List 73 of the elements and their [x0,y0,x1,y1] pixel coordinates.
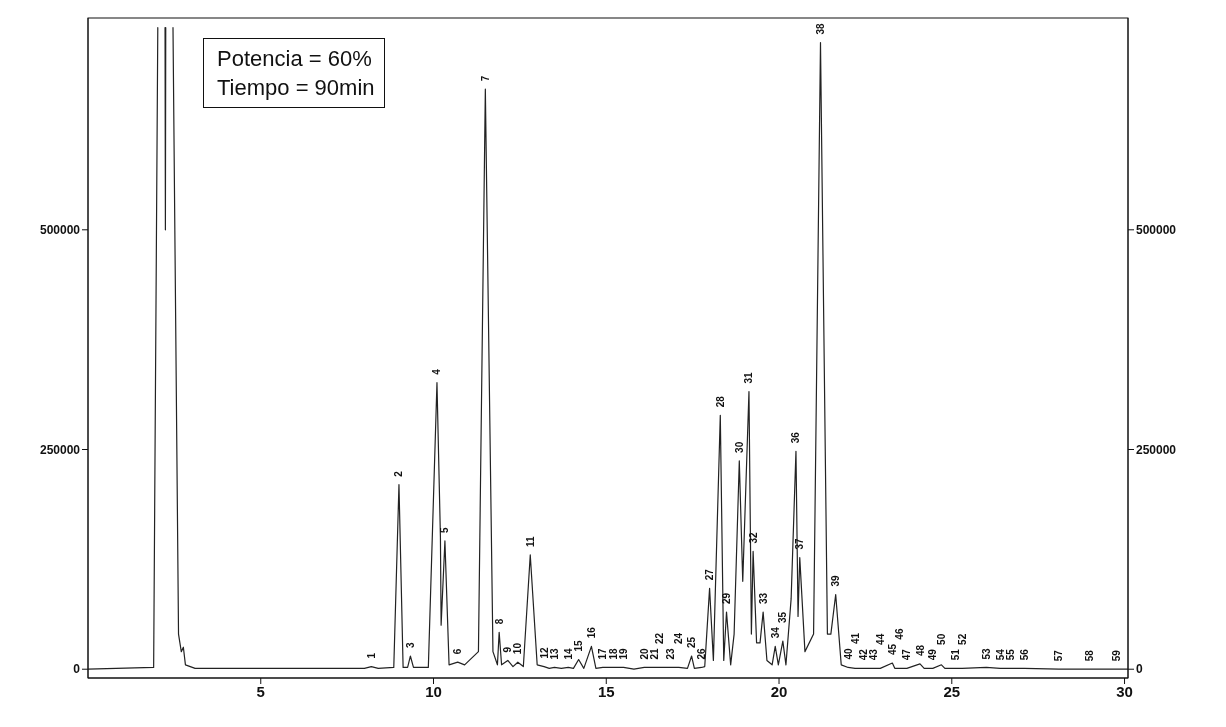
y-tick-label: 0 [73,662,81,677]
annotation: 34 [769,626,781,639]
annotation: 47 [901,648,913,661]
annotation: 24 [673,632,685,645]
annotation: 28 [714,395,726,408]
x-tick-label: 30 [1116,682,1133,700]
annotation: 37 [794,538,806,550]
annotation: 3 [404,642,416,649]
y2-tick-label: 250000 [1136,442,1177,457]
annotation: 20 [638,647,650,660]
annotation: 17 [597,647,609,660]
annotation: 39 [830,574,842,587]
annotation: 33 [757,592,769,605]
annotation: 59 [1111,649,1123,662]
annotation: 40 [842,647,854,660]
annotation: 36 [790,431,802,444]
annotation: 10 [512,642,524,655]
y-tick-label: 500000 [39,223,81,238]
annotation: 14 [562,647,574,660]
annotation: 42 [858,648,870,661]
annotation: 52 [956,633,968,645]
annotation: 44 [874,633,886,645]
annotation: 2 [393,470,405,477]
y-tick-label: 250000 [39,442,81,457]
annotation: 48 [914,644,926,656]
annotation: 31 [743,371,755,384]
annotation: 43 [867,648,879,661]
annotation: 41 [849,632,861,645]
annotation: 23 [664,647,676,660]
annotation: 56 [1018,648,1030,661]
annotation: Tiempo = 90min [217,74,375,102]
annotation: 7 [479,75,491,82]
annotation: 51 [949,648,961,661]
annotation: 1 [365,652,377,659]
x-tick-label: 25 [943,682,961,700]
x-tick-label: 15 [597,682,615,700]
annotation: 46 [894,628,906,640]
annotation: 15 [573,639,585,652]
annotation: 4 [431,368,443,375]
annotation: 22 [654,632,666,645]
annotation: 32 [747,531,759,544]
annotation: 6 [452,648,464,655]
annotation: 29 [721,592,733,605]
annotation: 27 [704,568,716,581]
annotation: 11 [524,535,536,547]
x-tick-label: 10 [425,682,442,700]
annotation: 25 [686,636,698,649]
annotation: 45 [886,643,898,656]
annotation: 35 [777,611,789,623]
y2-tick-label: 500000 [1136,223,1177,238]
annotation: 26 [696,647,708,660]
annotation: 21 [649,647,661,660]
annotation: 57 [1053,649,1065,662]
annotation: 19 [618,647,630,660]
annotation: 55 [1005,648,1017,661]
annotation: 16 [585,626,597,639]
annotation: 54 [994,648,1006,661]
x-tick-label: 5 [256,682,265,700]
x-tick-label: 20 [770,682,788,700]
annotation: 38 [814,23,826,35]
annotation: 53 [980,647,992,660]
annotation: 5 [439,526,451,533]
annotation: 13 [548,647,560,660]
annotation: 18 [607,647,619,660]
annotation: Potencia = 60% [217,45,373,73]
y2-tick-label: 0 [1136,662,1143,677]
annotation: 12 [538,647,550,659]
annotation: 50 [935,633,947,645]
annotation: 30 [733,441,745,453]
annotation: 58 [1084,649,1096,662]
annotation: 8 [493,618,505,625]
annotation: 9 [502,646,514,653]
annotation: 49 [927,648,939,661]
